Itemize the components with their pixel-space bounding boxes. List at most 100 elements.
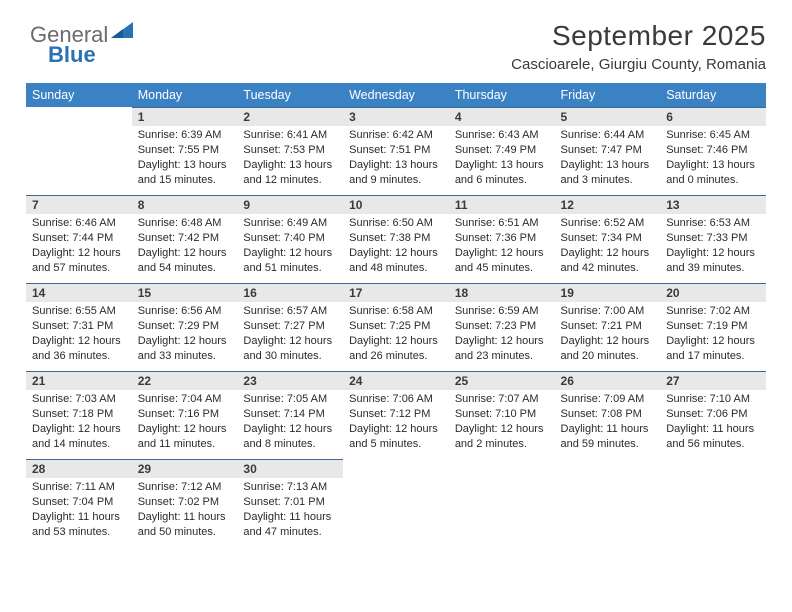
sunset-line: Sunset: 7:21 PM — [561, 319, 655, 334]
day-number: 30 — [237, 459, 343, 478]
day-details: Sunrise: 6:52 AMSunset: 7:34 PMDaylight:… — [555, 214, 661, 279]
day-details: Sunrise: 7:09 AMSunset: 7:08 PMDaylight:… — [555, 390, 661, 455]
day-number: 26 — [555, 371, 661, 390]
sunset-line: Sunset: 7:31 PM — [32, 319, 126, 334]
sunrise-line: Sunrise: 7:02 AM — [666, 304, 760, 319]
sunset-line: Sunset: 7:12 PM — [349, 407, 443, 422]
day-number: 10 — [343, 195, 449, 214]
sunrise-line: Sunrise: 7:00 AM — [561, 304, 655, 319]
day-number: 15 — [132, 283, 238, 302]
sunrise-line: Sunrise: 7:03 AM — [32, 392, 126, 407]
calendar-cell: 22Sunrise: 7:04 AMSunset: 7:16 PMDayligh… — [132, 371, 238, 459]
sunset-line: Sunset: 7:27 PM — [243, 319, 337, 334]
calendar-row: 28Sunrise: 7:11 AMSunset: 7:04 PMDayligh… — [26, 459, 766, 547]
day-details: Sunrise: 6:42 AMSunset: 7:51 PMDaylight:… — [343, 126, 449, 191]
calendar-cell: 12Sunrise: 6:52 AMSunset: 7:34 PMDayligh… — [555, 195, 661, 283]
day-details: Sunrise: 7:06 AMSunset: 7:12 PMDaylight:… — [343, 390, 449, 455]
sunrise-line: Sunrise: 6:57 AM — [243, 304, 337, 319]
daylight-line: Daylight: 12 hours and 48 minutes. — [349, 246, 443, 276]
daylight-line: Daylight: 11 hours and 53 minutes. — [32, 510, 126, 540]
day-number: 4 — [449, 107, 555, 126]
sunrise-line: Sunrise: 7:10 AM — [666, 392, 760, 407]
sunrise-line: Sunrise: 7:09 AM — [561, 392, 655, 407]
page-title: September 2025 — [26, 20, 766, 52]
day-details: Sunrise: 6:56 AMSunset: 7:29 PMDaylight:… — [132, 302, 238, 367]
sunset-line: Sunset: 7:38 PM — [349, 231, 443, 246]
calendar-cell — [660, 459, 766, 547]
sunrise-line: Sunrise: 6:44 AM — [561, 128, 655, 143]
day-number: 24 — [343, 371, 449, 390]
sunset-line: Sunset: 7:16 PM — [138, 407, 232, 422]
sunset-line: Sunset: 7:08 PM — [561, 407, 655, 422]
calendar-cell: 27Sunrise: 7:10 AMSunset: 7:06 PMDayligh… — [660, 371, 766, 459]
daylight-line: Daylight: 13 hours and 12 minutes. — [243, 158, 337, 188]
day-details: Sunrise: 6:58 AMSunset: 7:25 PMDaylight:… — [343, 302, 449, 367]
calendar-body: 1Sunrise: 6:39 AMSunset: 7:55 PMDaylight… — [26, 107, 766, 547]
day-details: Sunrise: 6:59 AMSunset: 7:23 PMDaylight:… — [449, 302, 555, 367]
daylight-line: Daylight: 12 hours and 30 minutes. — [243, 334, 337, 364]
day-number: 20 — [660, 283, 766, 302]
sunset-line: Sunset: 7:44 PM — [32, 231, 126, 246]
calendar-cell: 13Sunrise: 6:53 AMSunset: 7:33 PMDayligh… — [660, 195, 766, 283]
day-details: Sunrise: 7:12 AMSunset: 7:02 PMDaylight:… — [132, 478, 238, 543]
daylight-line: Daylight: 12 hours and 39 minutes. — [666, 246, 760, 276]
day-number: 13 — [660, 195, 766, 214]
day-details: Sunrise: 7:05 AMSunset: 7:14 PMDaylight:… — [237, 390, 343, 455]
calendar-cell: 20Sunrise: 7:02 AMSunset: 7:19 PMDayligh… — [660, 283, 766, 371]
calendar-cell — [449, 459, 555, 547]
day-details: Sunrise: 6:53 AMSunset: 7:33 PMDaylight:… — [660, 214, 766, 279]
day-details: Sunrise: 6:48 AMSunset: 7:42 PMDaylight:… — [132, 214, 238, 279]
sunrise-line: Sunrise: 6:45 AM — [666, 128, 760, 143]
sunset-line: Sunset: 7:14 PM — [243, 407, 337, 422]
day-number: 23 — [237, 371, 343, 390]
sunset-line: Sunset: 7:18 PM — [32, 407, 126, 422]
daylight-line: Daylight: 11 hours and 56 minutes. — [666, 422, 760, 452]
day-details: Sunrise: 6:41 AMSunset: 7:53 PMDaylight:… — [237, 126, 343, 191]
day-number: 8 — [132, 195, 238, 214]
sunrise-line: Sunrise: 7:05 AM — [243, 392, 337, 407]
sunset-line: Sunset: 7:55 PM — [138, 143, 232, 158]
day-details: Sunrise: 6:57 AMSunset: 7:27 PMDaylight:… — [237, 302, 343, 367]
daylight-line: Daylight: 13 hours and 3 minutes. — [561, 158, 655, 188]
calendar-row: 14Sunrise: 6:55 AMSunset: 7:31 PMDayligh… — [26, 283, 766, 371]
sunset-line: Sunset: 7:36 PM — [455, 231, 549, 246]
daylight-line: Daylight: 13 hours and 15 minutes. — [138, 158, 232, 188]
sunrise-line: Sunrise: 6:51 AM — [455, 216, 549, 231]
sunset-line: Sunset: 7:01 PM — [243, 495, 337, 510]
sunrise-line: Sunrise: 6:48 AM — [138, 216, 232, 231]
sunrise-line: Sunrise: 7:07 AM — [455, 392, 549, 407]
sunrise-line: Sunrise: 6:59 AM — [455, 304, 549, 319]
calendar-cell: 8Sunrise: 6:48 AMSunset: 7:42 PMDaylight… — [132, 195, 238, 283]
weekday-header: Thursday — [449, 83, 555, 107]
calendar-cell: 18Sunrise: 6:59 AMSunset: 7:23 PMDayligh… — [449, 283, 555, 371]
calendar-cell: 26Sunrise: 7:09 AMSunset: 7:08 PMDayligh… — [555, 371, 661, 459]
day-number: 1 — [132, 107, 238, 126]
daylight-line: Daylight: 12 hours and 17 minutes. — [666, 334, 760, 364]
weekday-header: Tuesday — [237, 83, 343, 107]
weekday-header: Saturday — [660, 83, 766, 107]
sunrise-line: Sunrise: 6:52 AM — [561, 216, 655, 231]
calendar-cell: 1 Sunrise: 6:39 AMSunset: 7:55 PMDaylight… — [132, 107, 238, 195]
sunset-line: Sunset: 7:34 PM — [561, 231, 655, 246]
calendar-cell: 6Sunrise: 6:45 AMSunset: 7:46 PMDaylight… — [660, 107, 766, 195]
weekday-header: Monday — [132, 83, 238, 107]
day-number: 19 — [555, 283, 661, 302]
sunrise-line: Sunrise: 6:50 AM — [349, 216, 443, 231]
calendar-cell: 28Sunrise: 7:11 AMSunset: 7:04 PMDayligh… — [26, 459, 132, 547]
calendar-cell: 24Sunrise: 7:06 AMSunset: 7:12 PMDayligh… — [343, 371, 449, 459]
daylight-line: Daylight: 12 hours and 54 minutes. — [138, 246, 232, 276]
sunrise-line: Sunrise: 6:53 AM — [666, 216, 760, 231]
sunset-line: Sunset: 7:40 PM — [243, 231, 337, 246]
sunset-line: Sunset: 7:33 PM — [666, 231, 760, 246]
daylight-line: Daylight: 12 hours and 57 minutes. — [32, 246, 126, 276]
calendar-cell: 29Sunrise: 7:12 AMSunset: 7:02 PMDayligh… — [132, 459, 238, 547]
sunrise-line: Sunrise: 6:39 AM — [138, 128, 232, 143]
day-details: Sunrise: 7:04 AMSunset: 7:16 PMDaylight:… — [132, 390, 238, 455]
sunrise-line: Sunrise: 6:46 AM — [32, 216, 126, 231]
calendar-cell: 2Sunrise: 6:41 AMSunset: 7:53 PMDaylight… — [237, 107, 343, 195]
daylight-line: Daylight: 12 hours and 45 minutes. — [455, 246, 549, 276]
day-number: 14 — [26, 283, 132, 302]
day-details: Sunrise: 7:07 AMSunset: 7:10 PMDaylight:… — [449, 390, 555, 455]
day-details: Sunrise: 6:50 AMSunset: 7:38 PMDaylight:… — [343, 214, 449, 279]
calendar-cell: 9Sunrise: 6:49 AMSunset: 7:40 PMDaylight… — [237, 195, 343, 283]
